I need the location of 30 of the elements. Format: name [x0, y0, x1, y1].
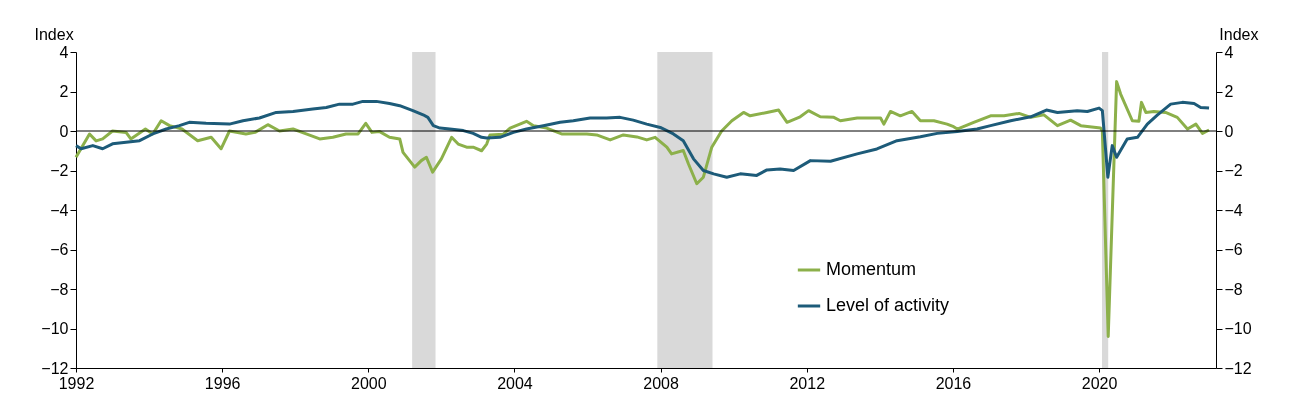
- x-tick-label: 1992: [58, 374, 95, 392]
- y2-tick-label: −10: [1224, 320, 1252, 337]
- y2-tick-label: −2: [1224, 162, 1243, 179]
- legend-label: Momentum: [826, 259, 917, 279]
- y2-tick-label: −12: [1224, 359, 1252, 377]
- y-tick-label: −10: [41, 320, 69, 337]
- y2-tick-label: 0: [1224, 122, 1234, 140]
- legend-label: Level of activity: [826, 295, 950, 315]
- x-tick-label: 2008: [643, 374, 680, 392]
- y2-tick-label: −8: [1224, 280, 1243, 298]
- y-tick-label: 0: [59, 122, 69, 140]
- y-tick-label: −6: [50, 241, 69, 258]
- y2-tick-label: 2: [1224, 83, 1234, 100]
- x-tick-label: 2020: [1081, 374, 1118, 392]
- x-tick-label: 1996: [204, 374, 241, 392]
- y-axis-title: Index: [34, 25, 74, 43]
- x-tick-label: 2012: [789, 374, 826, 392]
- y2-tick-label: −4: [1224, 201, 1243, 219]
- x-tick-label: 2000: [351, 374, 387, 392]
- y-tick-label: 2: [59, 83, 69, 100]
- y-tick-label: 4: [59, 43, 69, 61]
- y-tick-label: −8: [50, 280, 69, 298]
- y-tick-label: −12: [41, 359, 69, 377]
- y2-tick-label: −6: [1224, 241, 1243, 258]
- y-tick-label: −4: [50, 201, 69, 219]
- x-tick-label: 2004: [497, 374, 533, 392]
- x-tick-label: 2016: [935, 374, 972, 392]
- y2-axis-title: Index: [1219, 25, 1259, 43]
- y-tick-label: −2: [50, 162, 69, 179]
- y2-tick-label: 4: [1224, 43, 1234, 61]
